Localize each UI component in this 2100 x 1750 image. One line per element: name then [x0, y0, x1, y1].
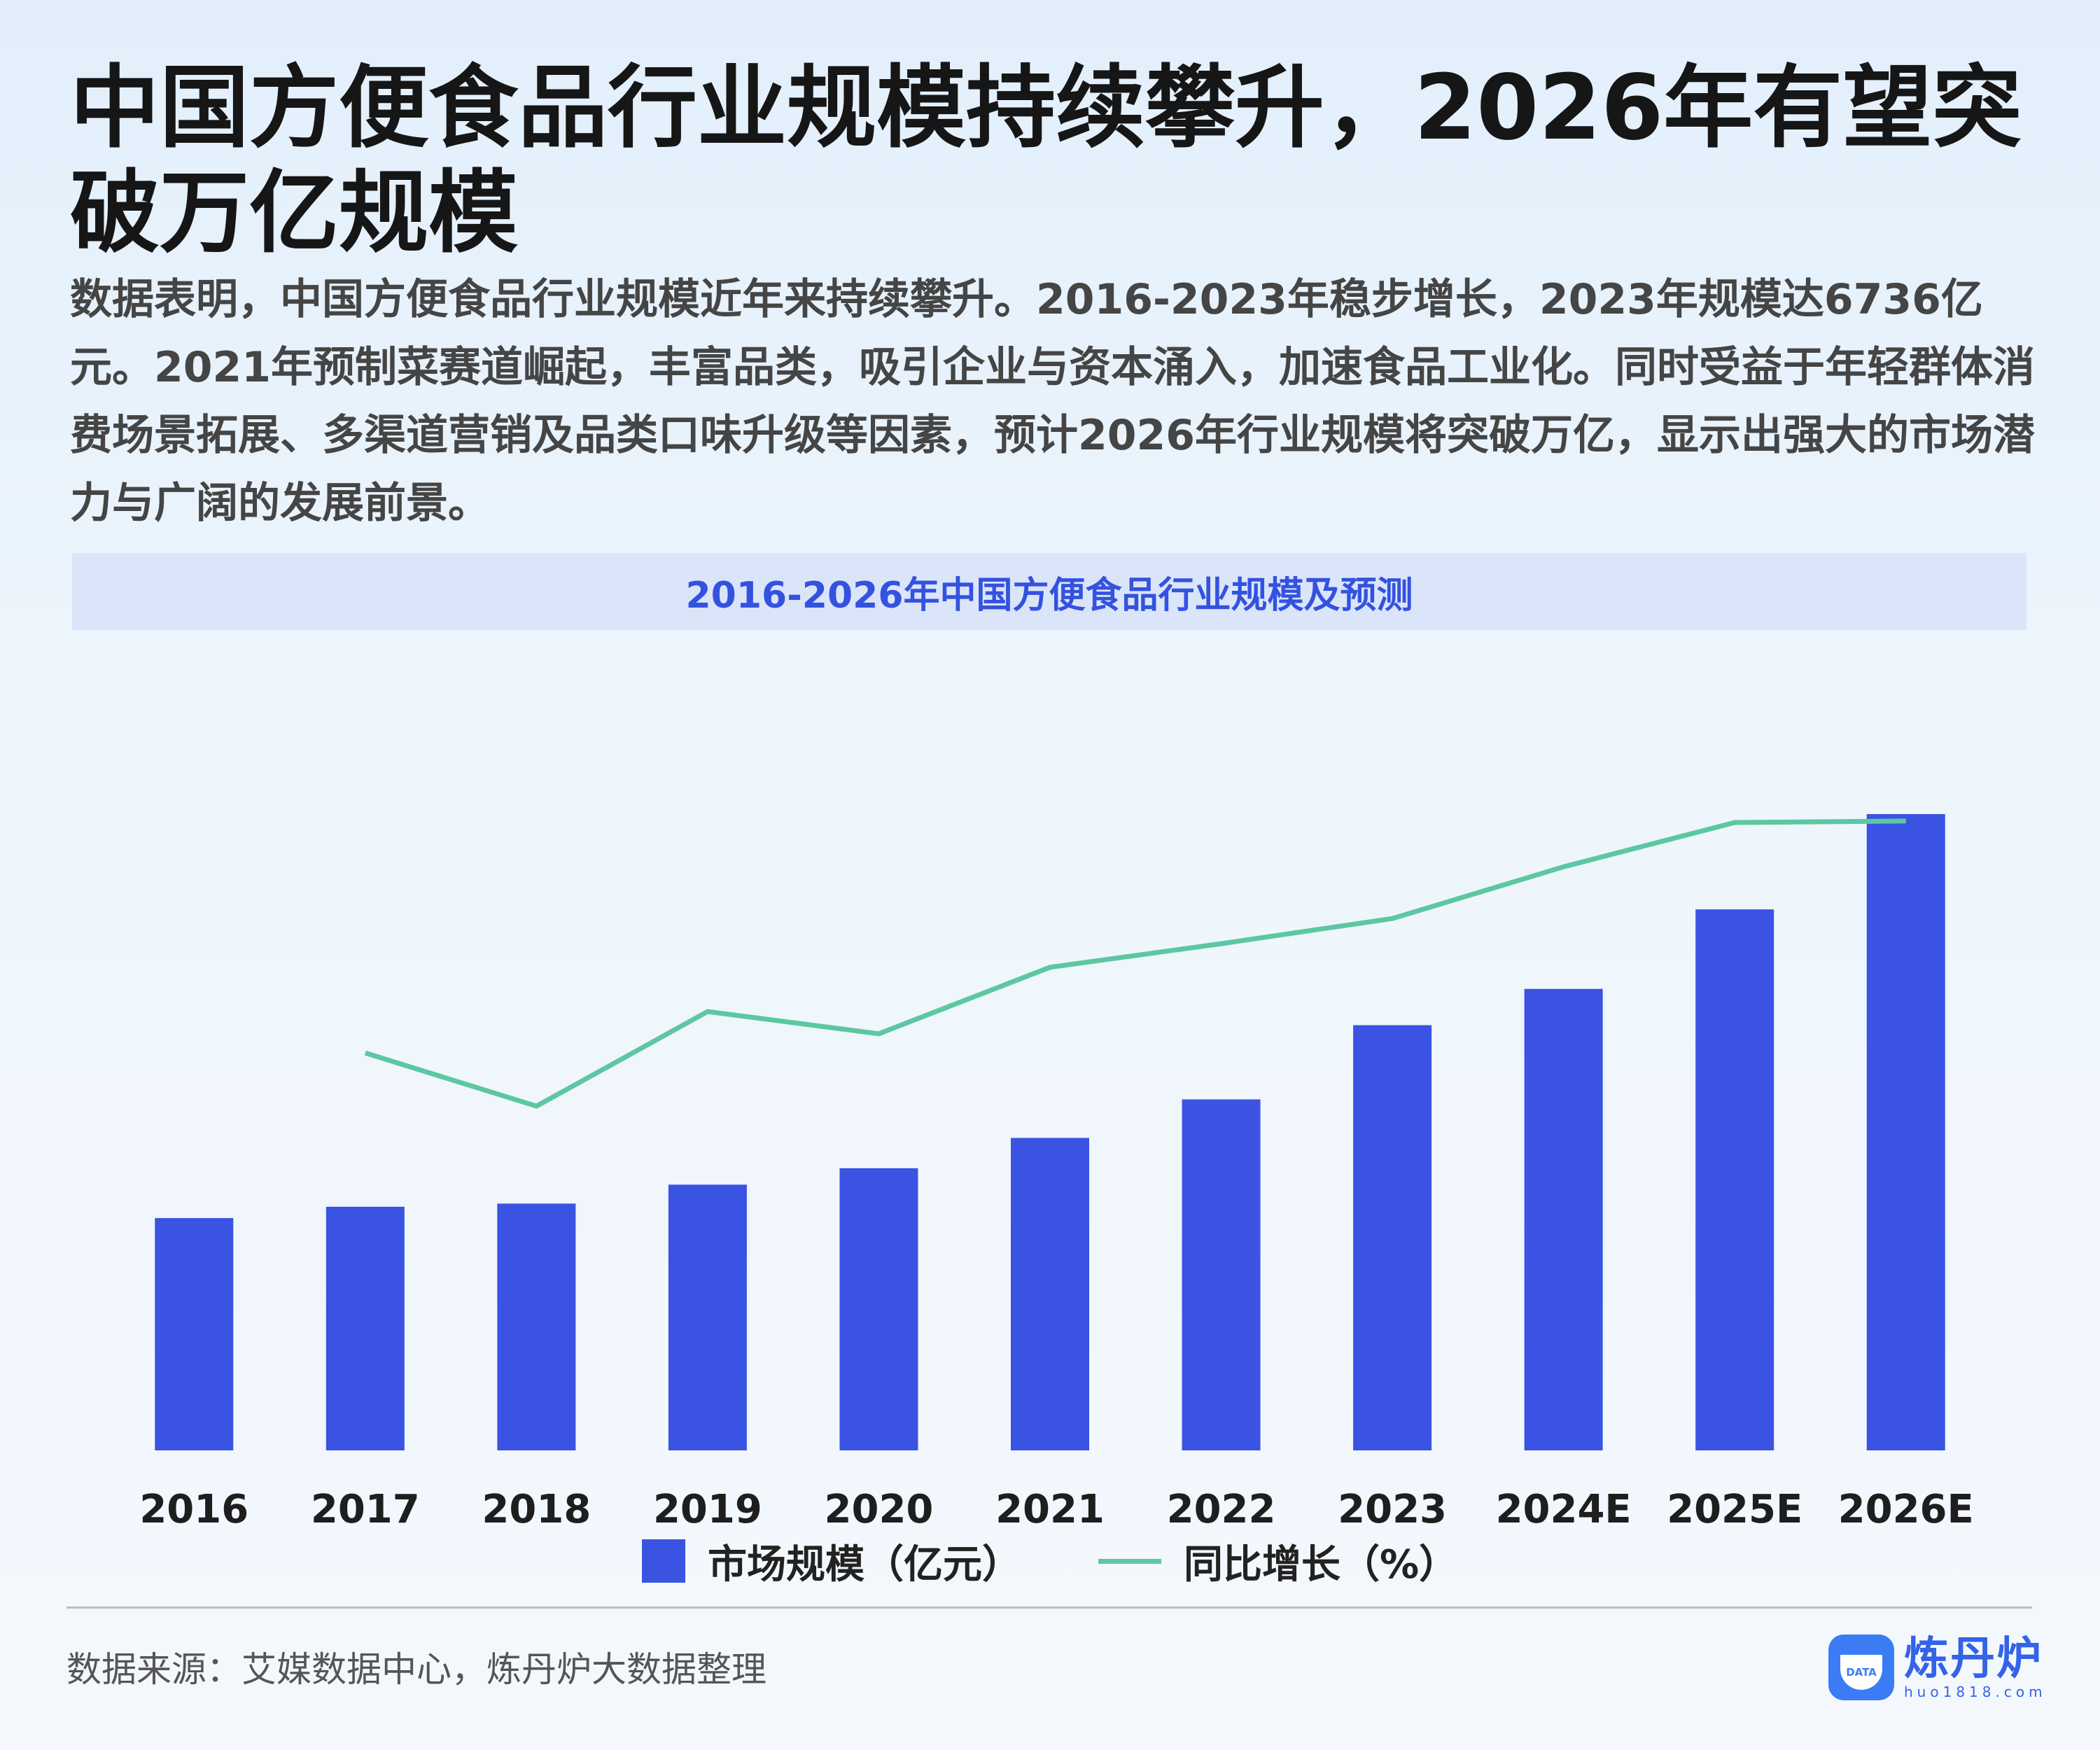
- x-tick-label-2024E: 2024E: [1496, 1487, 1632, 1532]
- x-tick-label-2026E: 2026E: [1838, 1487, 1974, 1532]
- bar-2017: [326, 1206, 405, 1450]
- footer-divider: [66, 1606, 2032, 1609]
- x-tick-label-2019: 2019: [653, 1487, 762, 1532]
- bar-2021: [1011, 1138, 1089, 1450]
- chart-title-banner: 2016-2026年中国方便食品行业规模及预测: [72, 553, 2026, 630]
- bar-2025E: [1695, 909, 1774, 1450]
- x-tick-label-2017: 2017: [311, 1487, 420, 1532]
- x-tick-label-2023: 2023: [1338, 1487, 1447, 1532]
- x-tick-label-2021: 2021: [995, 1487, 1105, 1532]
- chart-title: 2016-2026年中国方便食品行业规模及预测: [685, 574, 1413, 617]
- bar-2022: [1182, 1099, 1261, 1450]
- x-tick-label-2025E: 2025E: [1667, 1487, 1802, 1532]
- logo-url: huo1818.com: [1904, 1684, 2047, 1700]
- legend-line-swatch: [1098, 1558, 1161, 1564]
- page-title: 中国方便食品行业规模持续攀升，2026年有望突破万亿规模: [70, 56, 2022, 265]
- description-paragraph: 数据表明，中国方便食品行业规模近年来持续攀升。2016-2023年稳步增长，20…: [70, 275, 2035, 528]
- chart-legend: 市场规模（亿元） 同比增长（%）: [0, 1536, 2100, 1588]
- x-tick-label-2020: 2020: [825, 1487, 934, 1532]
- legend-label-market-size: 市场规模（亿元）: [707, 1541, 1021, 1588]
- bar-2016: [155, 1218, 234, 1450]
- x-tick-label-2016: 2016: [139, 1487, 248, 1532]
- logo-name: 炼丹炉: [1904, 1633, 2043, 1685]
- legend-item-market-size: 市场规模（亿元）: [641, 1533, 1021, 1590]
- bar-2024E: [1524, 988, 1603, 1450]
- logo-badge-icon: DATA: [1828, 1634, 1894, 1700]
- bar-2020: [839, 1168, 918, 1450]
- growth-line: [364, 818, 1906, 1109]
- bar-2018: [497, 1203, 576, 1450]
- legend-bar-swatch: [641, 1539, 685, 1583]
- bar-2019: [668, 1184, 747, 1450]
- bar-2026E: [1866, 813, 1945, 1450]
- x-tick-label-2018: 2018: [482, 1487, 591, 1532]
- legend-item-growth: 同比增长（%）: [1098, 1533, 1458, 1590]
- source-note: 数据来源：艾媒数据中心，炼丹炉大数据整理: [66, 1649, 766, 1690]
- legend-label-growth: 同比增长（%）: [1183, 1541, 1459, 1588]
- bar-2023: [1353, 1025, 1432, 1450]
- brand-logo: DATA 炼丹炉 huo1818.com: [1828, 1634, 2047, 1700]
- x-tick-label-2022: 2022: [1167, 1487, 1276, 1532]
